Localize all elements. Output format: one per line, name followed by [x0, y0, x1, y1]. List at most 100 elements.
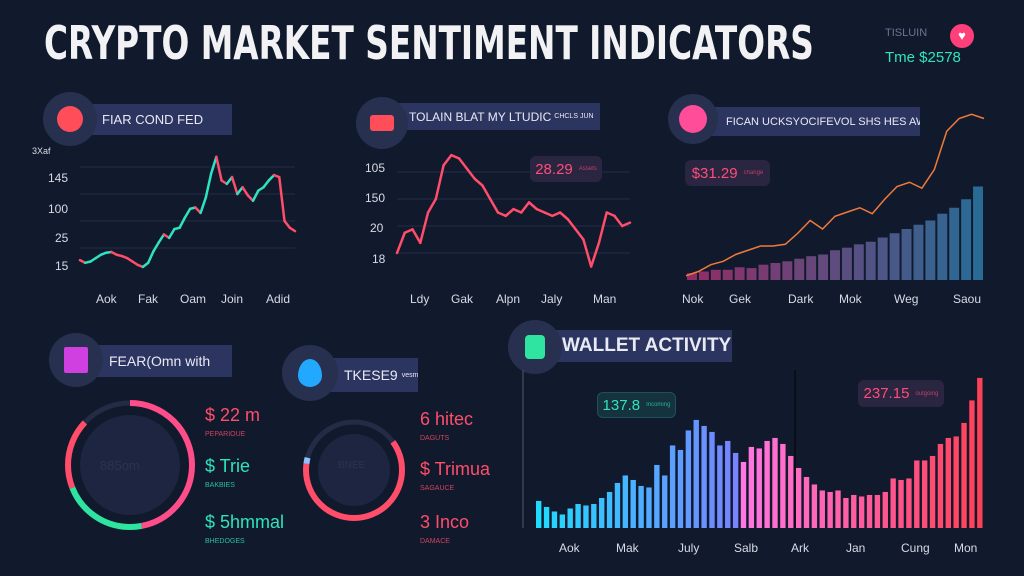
line-segment: [620, 221, 632, 228]
incoming-badge: 137.8 Incoming: [597, 392, 676, 418]
bar: [929, 455, 936, 528]
bar: [937, 213, 948, 280]
panel4-title: FEAR(Omn with: [95, 345, 232, 377]
bar: [780, 443, 786, 528]
line-segment: [520, 201, 531, 214]
y-tick: 3Xaf: [32, 146, 51, 156]
bar: [591, 503, 597, 528]
bar: [795, 467, 802, 528]
bar: [945, 437, 951, 528]
panel5-title: TKESE9vesme: [330, 358, 418, 392]
bar: [818, 254, 829, 280]
panel2-chart: [395, 153, 632, 268]
x-tick: Aok: [96, 292, 117, 306]
bear-market-icon: [356, 97, 408, 149]
bar: [732, 452, 739, 528]
x-tick: Saou: [953, 292, 982, 306]
bar: [921, 460, 928, 528]
x-tick: Jaly: [541, 292, 563, 306]
legend-value: $ Trie: [205, 456, 251, 476]
line-segment: [215, 155, 223, 182]
bar: [536, 500, 542, 528]
heart-badge-icon[interactable]: ♥: [950, 24, 974, 48]
line-segment: [262, 179, 271, 189]
badge-caption: Assets: [578, 166, 597, 172]
bar: [874, 494, 881, 528]
legend-item: 6 hitec DAGUTS: [420, 410, 473, 448]
legend-item: $ Trie BAKBIES: [205, 457, 250, 495]
bar: [866, 494, 873, 528]
panel2-title-text: TOLAIN BLAT MY LTUDIC: [409, 109, 552, 124]
bar: [835, 490, 841, 528]
panel5-title-text: TKESE9: [344, 367, 398, 383]
legend-caption: SAGAUCE: [420, 485, 455, 492]
bar: [772, 437, 778, 528]
legend-value: 3 Inco: [420, 512, 470, 532]
bar: [567, 508, 573, 528]
water-drop-icon: [282, 345, 338, 401]
panel4-donut: [65, 400, 195, 530]
panel3-chart: [685, 113, 985, 280]
line-segment: [504, 207, 515, 218]
bar: [662, 475, 668, 528]
legend-caption: BAKBIES: [205, 482, 235, 489]
x-tick: Gak: [451, 292, 474, 306]
bar: [819, 490, 825, 528]
panel1-chart: [78, 155, 297, 269]
bar: [646, 487, 652, 528]
line-segment: [204, 172, 213, 199]
line-segment: [411, 228, 422, 245]
legend-value: 6 hitec: [420, 409, 474, 429]
wallet-chart: [522, 370, 983, 528]
x-tick: Mon: [954, 541, 978, 555]
badge-value: 137.8: [602, 396, 641, 414]
x-tick: Nok: [682, 292, 704, 306]
wallet-icon: [508, 320, 562, 374]
bar: [877, 237, 888, 280]
bar: [953, 436, 959, 528]
line-segment: [146, 250, 155, 265]
bar: [914, 460, 920, 528]
x-tick: July: [678, 541, 700, 555]
x-tick: Ark: [791, 541, 809, 555]
bar: [830, 250, 840, 280]
donut-slice: [303, 419, 405, 521]
bar: [622, 475, 629, 528]
bar: [937, 443, 944, 528]
badge-value: $31.29: [691, 164, 738, 182]
line-segment: [230, 175, 239, 196]
bar: [841, 247, 852, 280]
legend-caption: PEPARIOUE: [205, 431, 246, 438]
line-segment: [288, 226, 297, 233]
panel1-title: FIAR COND FED: [88, 104, 232, 135]
bar: [677, 449, 684, 528]
legend-item: $ Trimua SAGAUCE: [420, 460, 490, 498]
donut-center: [80, 415, 180, 515]
badge-caption: outgoing: [915, 390, 939, 397]
x-tick: Jan: [846, 541, 866, 555]
top-right-value: Tme $2578: [885, 49, 961, 66]
legend-item: $ 22 m PEPARIOUE: [205, 406, 260, 444]
badge-caption: Incoming: [646, 402, 671, 408]
line-segment: [450, 153, 461, 160]
line-segment: [488, 197, 500, 214]
line-segment: [574, 228, 585, 241]
legend-item: 3 Inco DAMACE: [420, 513, 469, 551]
donut-center-label: BNEE: [338, 460, 366, 471]
line-segment: [183, 207, 192, 219]
donut-slice: [65, 400, 195, 530]
line-segment: [209, 155, 218, 175]
y-tick: 18: [372, 252, 386, 266]
bar: [722, 269, 733, 280]
line-segment: [597, 211, 608, 245]
donut-slice: [65, 400, 195, 530]
bar: [717, 445, 723, 528]
bar: [788, 455, 794, 528]
legend-value: $ 5hmmal: [205, 512, 285, 532]
legend-caption: BHEDOGES: [205, 538, 245, 545]
outgoing-badge: 237.15 outgoing: [858, 380, 944, 407]
bar: [949, 207, 960, 280]
line-segment: [512, 207, 523, 214]
line-segment: [543, 211, 554, 218]
x-tick: Cung: [901, 541, 930, 555]
